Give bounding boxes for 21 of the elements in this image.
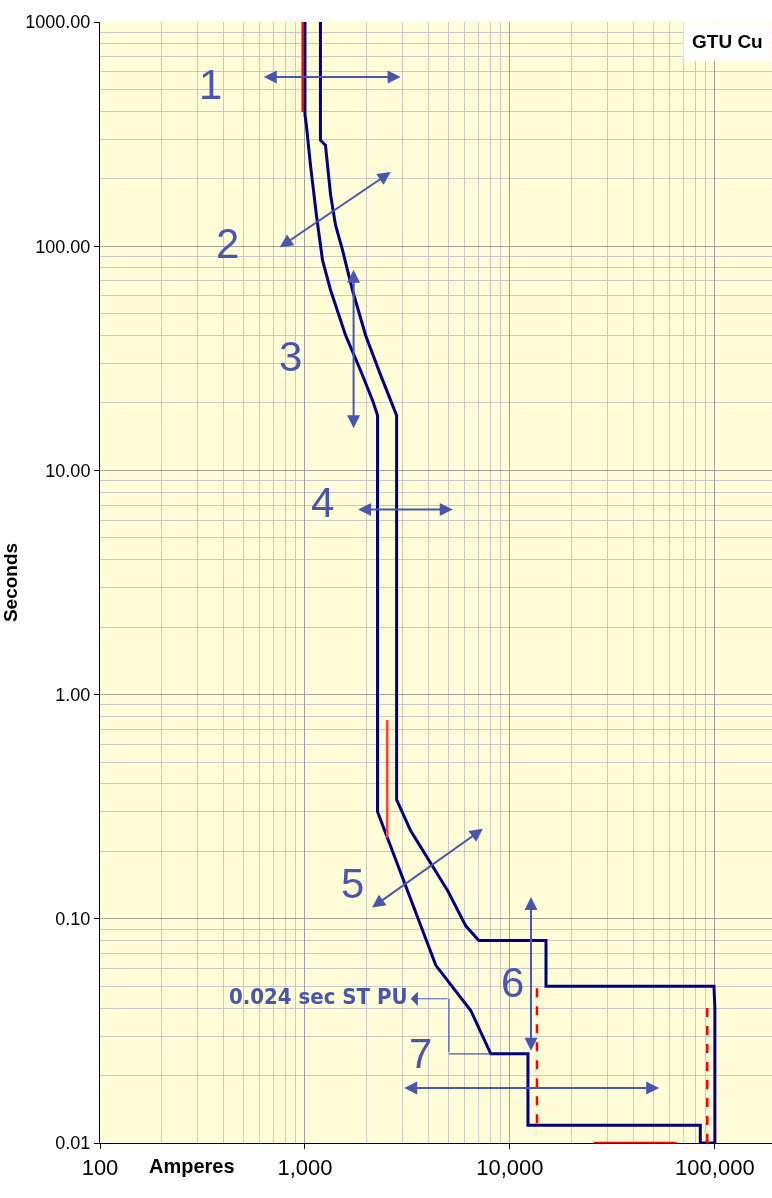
annotation: 7 [409,1030,433,1077]
x-tick-label: 100 [81,1155,119,1181]
x-axis-title: Amperes [149,1155,235,1177]
x-tick-label: 10,000 [476,1155,544,1181]
y-axis-title: Seconds [0,542,21,623]
y-tick-label: 1.00 [55,684,91,705]
x-tick-label: 1,000 [277,1155,333,1181]
x-tick-label: 100,000 [675,1155,755,1181]
y-tick-label: 0.01 [55,1133,91,1154]
annotation: 2 [216,220,240,267]
annotation: 0.024 sec ST PU [229,984,408,1009]
y-tick-label: 10.00 [45,460,91,481]
annotation: 5 [341,860,365,907]
annotation: 3 [279,333,303,380]
y-tick-label: 1000.00 [25,12,91,33]
annotation: 6 [501,959,525,1006]
text: GTU Cu [692,31,763,52]
y-tick-label: 0.10 [55,909,91,930]
annotation: 4 [311,479,335,526]
y-tick-label: 100.00 [35,236,91,257]
annotation: 1 [199,61,223,108]
